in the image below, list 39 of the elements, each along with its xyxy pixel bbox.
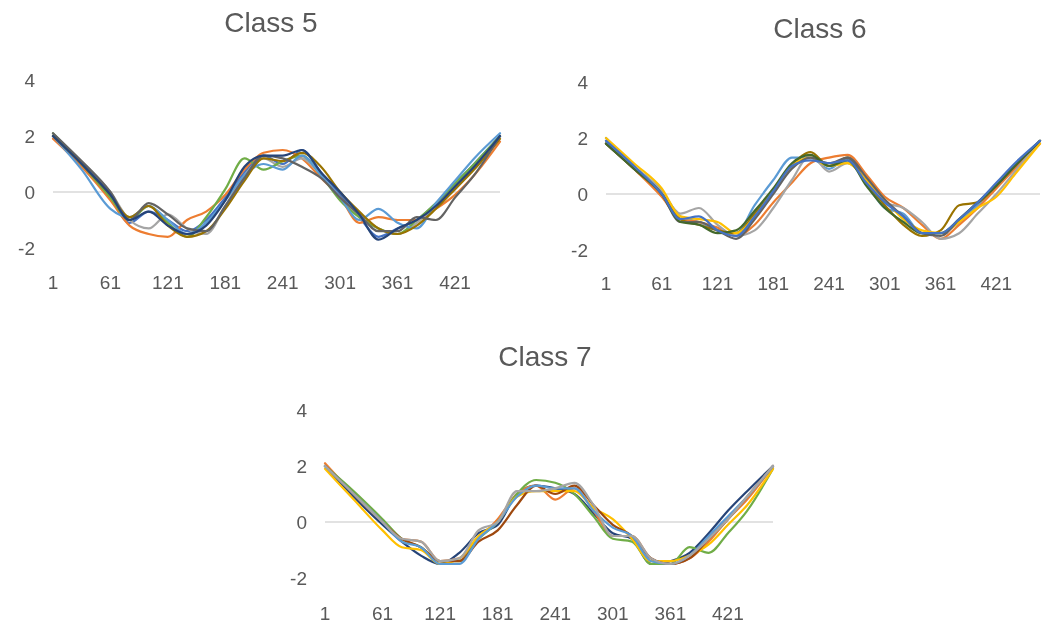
x-tick-label: 61 [99, 271, 121, 293]
x-tick-label: 301 [596, 602, 629, 624]
x-tick-label: 1 [319, 602, 331, 624]
x-tick-label: 421 [712, 602, 744, 624]
chart-title: Class 7 [498, 341, 592, 372]
y-tick-label: 4 [24, 69, 36, 91]
x-tick-label: 301 [324, 271, 356, 293]
x-tick-label: 421 [439, 271, 471, 293]
y-tick-label: 4 [296, 399, 308, 421]
y-tick-label: -2 [290, 567, 307, 589]
x-tick-label: 181 [209, 271, 242, 293]
y-tick-label: 4 [577, 71, 589, 93]
x-tick-label: 421 [980, 272, 1013, 294]
y-tick-label: 2 [296, 455, 307, 477]
x-tick-label: 121 [424, 602, 456, 624]
x-tick-label: 241 [813, 272, 845, 294]
x-tick-label: 361 [654, 602, 687, 624]
x-tick-label: 1 [47, 271, 59, 293]
x-tick-label: 301 [868, 272, 901, 294]
x-tick-label: 121 [152, 271, 184, 293]
y-tick-label: -2 [571, 239, 588, 261]
y-tick-label: 0 [577, 183, 588, 205]
x-tick-label: 241 [539, 602, 572, 624]
x-tick-label: 181 [757, 272, 790, 294]
y-tick-label: 2 [577, 127, 588, 149]
y-tick-label: -2 [18, 237, 35, 259]
x-tick-label: 241 [266, 271, 299, 293]
chart-title: Class 6 [773, 13, 867, 44]
chart-title: Class 5 [224, 7, 318, 38]
y-tick-label: 0 [24, 181, 35, 203]
x-tick-label: 61 [371, 602, 394, 624]
x-tick-label: 1 [600, 272, 612, 294]
y-tick-label: 2 [24, 125, 35, 147]
x-tick-label: 361 [924, 272, 957, 294]
x-tick-label: 121 [701, 272, 734, 294]
y-tick-label: 0 [296, 511, 307, 533]
x-tick-label: 361 [381, 271, 414, 293]
x-tick-label: 181 [481, 602, 514, 624]
x-tick-label: 61 [651, 272, 673, 294]
